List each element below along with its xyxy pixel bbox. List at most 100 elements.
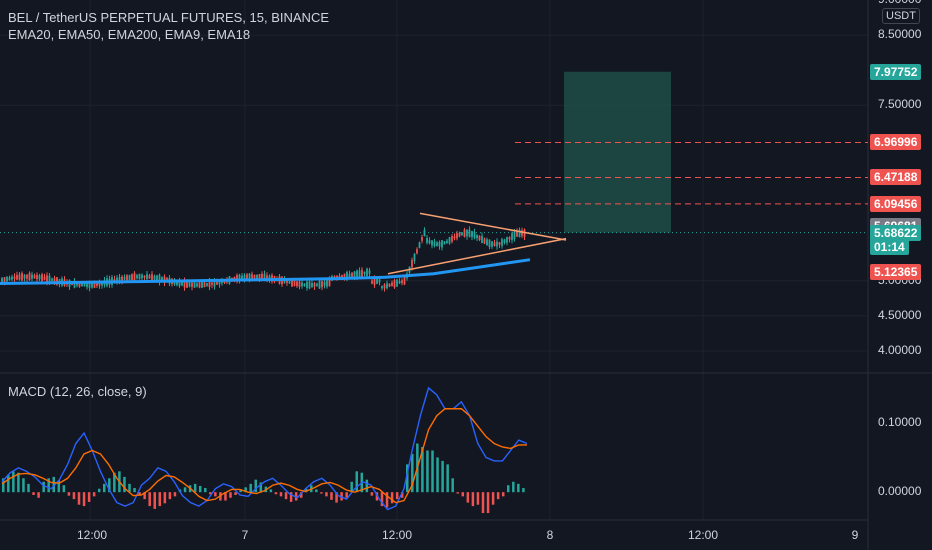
candle [456, 233, 458, 239]
time-axis-tick: 12:00 [381, 528, 413, 542]
price-tag-level: 6.09456 [870, 195, 922, 212]
macd-histogram-bar [103, 483, 106, 493]
price-tag-level: 6.47188 [870, 169, 922, 186]
macd-histogram-bar [355, 471, 358, 493]
candle [283, 278, 286, 284]
candle [158, 274, 161, 283]
macd-histogram-bar [436, 457, 439, 493]
macd-histogram-bar [17, 472, 20, 493]
candle [416, 249, 418, 254]
macd-histogram-bar [496, 492, 500, 500]
candle [376, 278, 378, 284]
macd-histogram-bar [406, 464, 409, 493]
macd-histogram-bar [294, 492, 298, 501]
macd-histogram-bar [67, 492, 71, 496]
candle [258, 274, 261, 280]
currency-button[interactable]: USDT [882, 8, 920, 24]
candle [248, 273, 251, 280]
macd-histogram-bar [239, 490, 242, 493]
macd-histogram-bar [244, 487, 247, 493]
candle [126, 275, 128, 281]
candle [291, 278, 293, 287]
candle [163, 276, 166, 283]
macd-histogram-bar [446, 464, 449, 493]
macd-histogram-bar [234, 492, 237, 495]
candle [446, 240, 448, 243]
macd-histogram-bar [350, 481, 353, 493]
candle [471, 231, 473, 237]
macd-legend[interactable]: MACD (12, 26, close, 9) [8, 384, 147, 399]
macd-histogram-bar [158, 492, 162, 507]
macd-histogram-bar [512, 481, 515, 493]
macd-histogram-bar [481, 492, 485, 514]
candle [241, 275, 243, 280]
macd-histogram-bar [421, 447, 424, 493]
candle [153, 275, 156, 280]
candle [131, 274, 133, 281]
candle [148, 275, 151, 279]
macd-histogram-bar [77, 492, 81, 505]
candle [383, 284, 386, 289]
candle [453, 236, 456, 239]
candle [433, 241, 436, 246]
candle [503, 239, 506, 243]
candle [146, 274, 148, 280]
price-axis-tick: 4.50000 [878, 307, 922, 322]
candle [478, 235, 481, 240]
candle [293, 280, 296, 286]
candle [473, 232, 476, 239]
candle [316, 283, 318, 286]
candle [121, 276, 123, 281]
signal-line [1, 408, 527, 504]
candle [396, 279, 398, 287]
candle [28, 273, 31, 281]
candle [78, 282, 81, 287]
candle [361, 269, 363, 277]
macd-histogram-bar [128, 483, 131, 493]
candle [16, 275, 18, 280]
macd-histogram-bar [92, 492, 96, 497]
candle [261, 273, 263, 280]
macd-histogram-bar [395, 492, 399, 500]
macd-histogram-bar [193, 483, 197, 493]
macd-axis-tick: 0.00000 [878, 484, 922, 499]
candle [41, 274, 43, 282]
target-zone [564, 71, 671, 233]
candle [253, 274, 256, 279]
macd-histogram-bar [466, 492, 470, 503]
candle [358, 270, 361, 277]
candle [516, 231, 518, 237]
macd-histogram-bar [2, 478, 5, 493]
candle [411, 259, 413, 268]
candle [328, 279, 331, 287]
candle [246, 274, 248, 280]
macd-line [1, 386, 528, 511]
macd-histogram-bar [269, 489, 273, 493]
candle [508, 237, 511, 240]
triangle-upper-line [419, 212, 567, 241]
candle [13, 276, 16, 279]
price-axis-tick: 7.50000 [878, 97, 922, 112]
macd-histogram-bar [461, 492, 465, 497]
candle [251, 274, 253, 279]
price-tag-countdown: 01:14 [870, 238, 909, 255]
candle [43, 276, 46, 280]
candle [326, 280, 328, 287]
candle [363, 271, 366, 274]
candle [391, 282, 393, 287]
macd-histogram-bar [249, 483, 252, 493]
macd-histogram-bar [143, 492, 146, 500]
macd-histogram-bar [87, 492, 91, 502]
candle [161, 276, 163, 282]
price-tag-target: 7.97752 [870, 63, 922, 80]
candle [423, 229, 426, 236]
candle [218, 280, 221, 285]
candle [33, 275, 36, 279]
macd-histogram-bar [299, 492, 303, 498]
candle [26, 274, 28, 279]
candle [81, 283, 83, 287]
indicator-legend[interactable]: EMA20, EMA50, EMA200, EMA9, EMA18 [8, 27, 251, 42]
candle [463, 229, 466, 237]
price-tag-level: 6.96996 [870, 134, 922, 151]
